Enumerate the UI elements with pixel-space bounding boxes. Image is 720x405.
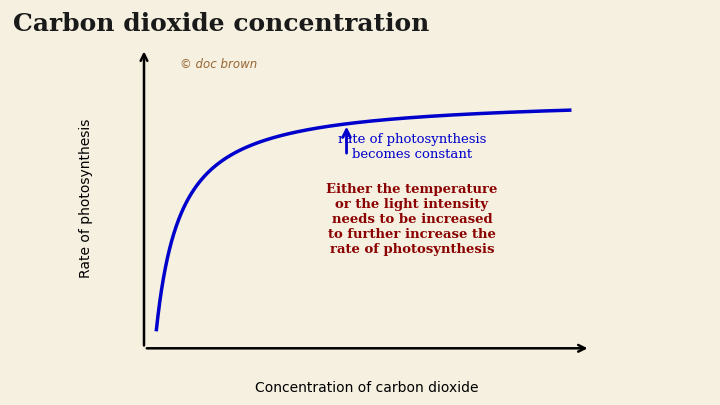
Text: Carbon dioxide concentration: Carbon dioxide concentration [13,12,429,36]
Text: rate of photosynthesis
becomes constant: rate of photosynthesis becomes constant [338,132,486,160]
Text: Rate of photosynthesis: Rate of photosynthesis [79,119,93,278]
Text: Either the temperature
or the light intensity
needs to be increased
to further i: Either the temperature or the light inte… [326,183,498,256]
Text: © doc brown: © doc brown [180,58,257,70]
Text: Concentration of carbon dioxide: Concentration of carbon dioxide [256,381,479,395]
